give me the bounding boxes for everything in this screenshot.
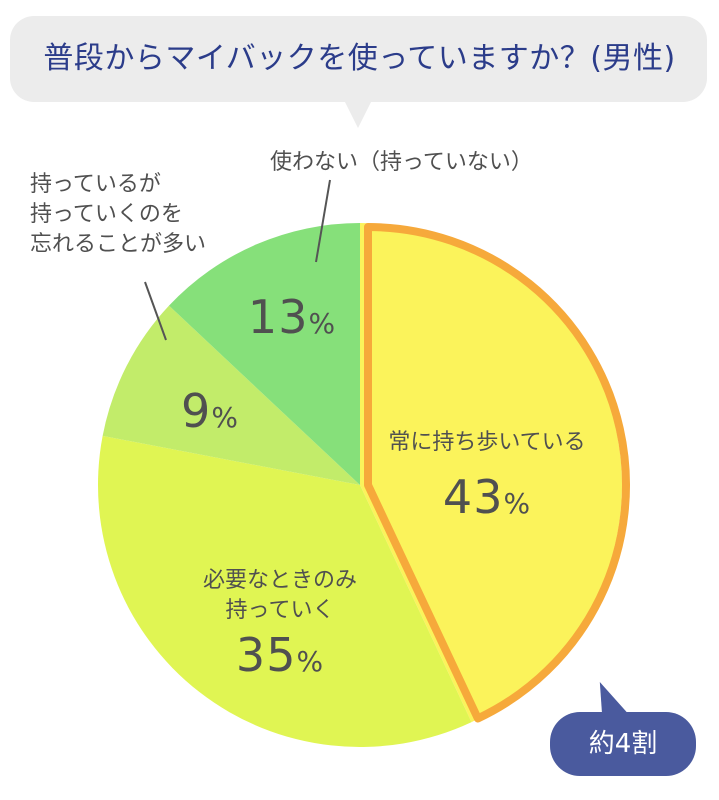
leader-line-none [315,179,331,263]
question-bubble [10,16,707,102]
highlight-outline [364,223,630,723]
slice-needed [98,435,472,747]
slice-label-needed: 必要なときのみ 持っていく [202,568,357,623]
annotation-badge: 約4割 [550,712,696,776]
slice-none [169,223,360,485]
question-title: 普段からマイバックを使っていますか？(男性) [43,41,676,76]
slice-label-forget: 持っているが 持っていくのを 忘れることが多い [30,172,207,257]
slice-always [360,223,623,723]
slice-pct-forget: 9% [181,384,239,438]
question-bubble-tail [344,100,372,128]
slice-pct-always: 43% [442,470,532,524]
slice-pct-none: 13% [247,290,337,344]
slice-label-always: 常に持ち歩いている [388,430,586,455]
slice-label-none: 使わない（持っていない） [270,150,533,175]
slice-forget [102,305,360,485]
leader-line-forget [144,281,167,341]
slice-pct-needed: 35% [235,628,325,682]
